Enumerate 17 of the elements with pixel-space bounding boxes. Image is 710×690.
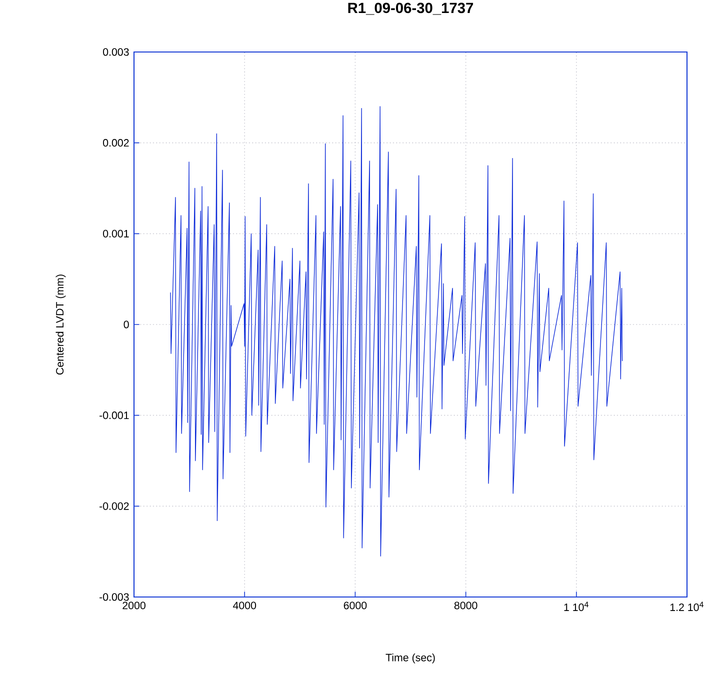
y-tick-label: 0.001: [103, 230, 129, 238]
x-tick-label: 2000: [122, 602, 146, 610]
x-tick-label: 6000: [344, 602, 367, 610]
y-tick-label: -0.002: [100, 502, 129, 510]
chart-title: R1_09-06-30_1737: [348, 2, 474, 15]
x-tick-label: 8000: [454, 602, 478, 610]
y-tick-label: 0.003: [103, 48, 129, 56]
x-tick-label: 1.2 10$^{4}$: [670, 602, 704, 612]
x-tick-label: 4000: [232, 602, 256, 610]
y-tick-label: 0.002: [103, 139, 129, 147]
y-tick-label: -0.001: [100, 412, 129, 420]
y-axis-title: Centered LVDT (mm): [56, 274, 66, 375]
y-tick-label: -0.003: [100, 593, 129, 601]
line-series: [170, 106, 623, 556]
x-tick-label: 1 10$^{4}$: [564, 602, 588, 612]
x-axis-title: Time (sec): [386, 653, 435, 664]
y-tick-label: 0: [124, 320, 129, 328]
